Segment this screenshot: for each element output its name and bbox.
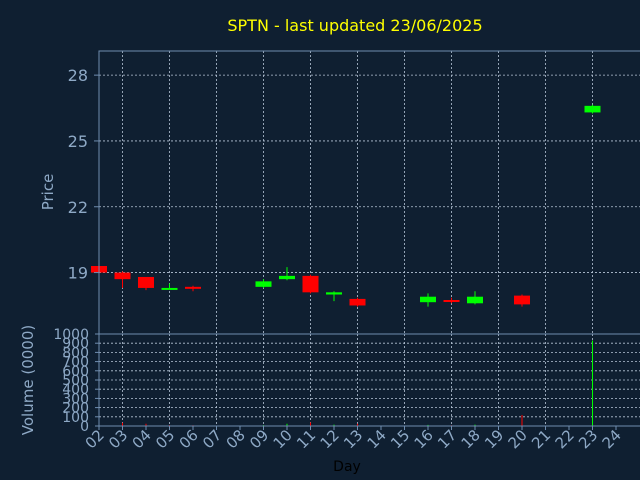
- volume-tick-label: 400: [62, 382, 89, 398]
- volume-tick-label: 700: [62, 355, 89, 371]
- candle-body: [420, 296, 436, 303]
- volume-grid: [99, 334, 640, 426]
- price-tick-label: 28: [68, 66, 88, 85]
- volume-axis-label: Volume (0000): [19, 325, 37, 435]
- candle-body: [114, 272, 131, 280]
- volume-tick-label: 200: [62, 401, 89, 417]
- volume-tick-label: 0: [80, 419, 89, 435]
- candle-body: [185, 286, 201, 289]
- candle-body: [255, 281, 272, 287]
- candle-body: [349, 298, 366, 306]
- volume-tick-label: 100: [62, 410, 89, 426]
- price-axis-label: Price: [39, 174, 57, 211]
- price-grid: [99, 51, 640, 334]
- volume-tick-label: 900: [62, 336, 89, 352]
- candle-body: [302, 275, 319, 293]
- candle-body: [326, 292, 342, 295]
- volume-tick-label: 300: [62, 391, 89, 407]
- candle-body: [161, 287, 178, 290]
- price-tick-label: 25: [68, 132, 88, 151]
- price-tick-label: 19: [68, 264, 88, 283]
- price-y-ticks: 19 22 25 28: [68, 66, 99, 283]
- chart-title: SPTN - last updated 23/06/2025: [227, 16, 482, 35]
- candle-body: [138, 276, 154, 288]
- candle-body: [279, 275, 295, 280]
- volume-tick-label: 500: [62, 373, 89, 389]
- candle-body: [584, 105, 601, 113]
- price-tick-label: 22: [68, 198, 88, 217]
- volume-tick-label: 1000: [53, 327, 89, 343]
- x-axis-ticks: 0203040506070809101112131415161718192021…: [82, 426, 625, 452]
- x-axis-label: Day: [333, 459, 361, 475]
- candle-body: [514, 295, 530, 305]
- volume-tick-label: 800: [62, 345, 89, 361]
- volume-tick-label: 600: [62, 364, 89, 380]
- candle-body: [443, 299, 460, 302]
- candle-body: [467, 296, 483, 304]
